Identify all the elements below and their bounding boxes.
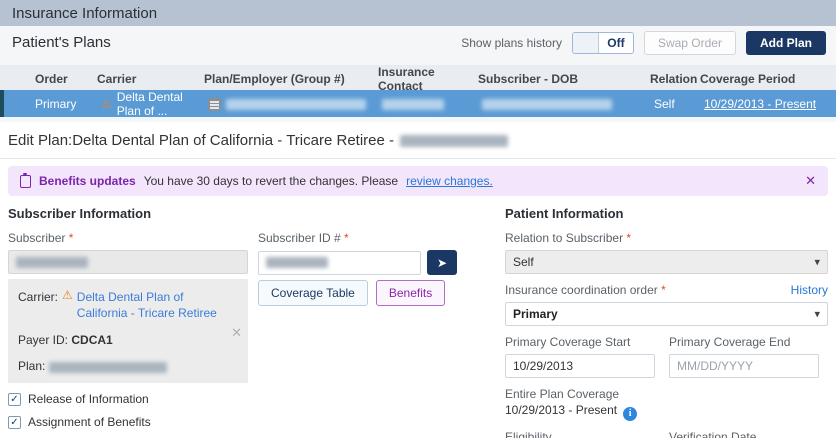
redacted-insurance-contact [382, 99, 444, 111]
col-plan-employer: Plan/Employer (Group #) [204, 72, 345, 86]
redacted-employer-name [400, 134, 509, 147]
banner-title: Benefits updates [39, 174, 136, 188]
chevron-down-icon: ▾ [814, 308, 820, 321]
entire-plan-coverage-value: 10/29/2013 - Present i [505, 403, 828, 421]
relation-to-subscriber-label: Relation to Subscriber * [505, 231, 632, 245]
edit-plan-title-text: Edit Plan:Delta Dental Plan of Californi… [8, 132, 395, 149]
history-link[interactable]: History [790, 283, 828, 297]
row-relation: Self [654, 97, 675, 111]
row-carrier: Delta Dental Plan of ... [116, 90, 183, 118]
carrier-warning-icon: ⚠ [62, 288, 73, 302]
col-coverage-period: Coverage Period [700, 72, 796, 86]
redacted-plan-employer [226, 98, 366, 110]
plan-row: Plan: [18, 359, 226, 373]
payer-id-value: CDCA1 [71, 333, 113, 348]
page-title: Insurance Information [12, 4, 158, 22]
clipboard-icon [20, 172, 31, 188]
verification-date-label: Verification Date [669, 429, 757, 438]
required-marker: * [68, 231, 74, 245]
relation-to-subscriber-select: Self ▾ [505, 250, 828, 274]
banner-close-icon[interactable]: ✕ [805, 173, 816, 188]
plans-table-header: Order Carrier Plan/Employer (Group #) In… [0, 65, 836, 93]
required-marker: * [626, 231, 632, 245]
chevron-down-icon: ▾ [814, 256, 820, 269]
warning-icon: ⚠ [101, 97, 112, 111]
assignment-of-benefits-row: ✓ Assignment of Benefits [8, 415, 470, 429]
plans-panel-title: Patient's Plans [12, 34, 111, 51]
carrier-box: Carrier: ⚠ Delta Dental Plan of Californ… [8, 279, 248, 384]
redacted-plan-name [48, 361, 167, 373]
table-row[interactable]: Primary ⚠ Delta Dental Plan of ... Self … [0, 90, 836, 118]
required-marker: * [661, 283, 666, 297]
review-changes-link[interactable]: review changes. [406, 174, 493, 188]
toggle-knob [572, 32, 599, 53]
payer-id-row: Payer ID: CDCA1 [18, 333, 226, 347]
row-order: Primary [35, 97, 77, 111]
assignment-checkbox[interactable]: ✓ [8, 415, 21, 429]
subscriber-information-section: Subscriber Information Subscriber * Carr… [8, 206, 470, 438]
benefits-updates-banner: Benefits updates You have 30 days to rev… [8, 166, 828, 196]
show-plans-history-label: Show plans history [461, 35, 562, 50]
verify-eligibility-button[interactable]: ➤ [427, 250, 457, 275]
release-of-information-row: ✓ Release of Information [8, 392, 470, 406]
patient-section-heading: Patient Information [505, 206, 624, 221]
redacted-subscriber-dob [482, 99, 612, 111]
subscriber-label: Subscriber * [8, 231, 74, 245]
patients-plans-panel: Patient's Plans Show plans history Off S… [0, 26, 836, 122]
coverage-end-input[interactable] [669, 354, 819, 378]
insurance-coordination-select[interactable]: Primary ▾ [505, 302, 828, 326]
subscriber-section-heading: Subscriber Information [8, 206, 152, 221]
swap-order-button[interactable]: Swap Order [643, 30, 736, 55]
required-marker: * [344, 231, 349, 245]
subscriber-id-label: Subscriber ID # * [258, 231, 349, 245]
insurance-coordination-label: Insurance coordination order * [505, 283, 666, 297]
col-carrier: Carrier [97, 72, 137, 86]
plan-label: Plan: [18, 359, 46, 374]
banner-message: You have 30 days to revert the changes. … [143, 174, 399, 188]
toggle-state-label: Off [607, 35, 625, 50]
coordination-value: Primary [513, 307, 558, 321]
page-title-bar: Insurance Information [0, 0, 836, 26]
redacted-subscriber-id [266, 257, 328, 268]
entire-plan-coverage-label: Entire Plan Coverage [505, 387, 620, 401]
release-checkbox[interactable]: ✓ [8, 392, 21, 406]
col-subscriber-dob: Subscriber - DOB [478, 72, 579, 86]
eligibility-label: Eligibility [505, 429, 552, 438]
assignment-label: Assignment of Benefits [28, 415, 151, 430]
redacted-subscriber-name [16, 256, 88, 268]
carrier-name-link[interactable]: Delta Dental Plan of California - Tricar… [76, 290, 217, 321]
release-label: Release of Information [28, 392, 149, 407]
subscriber-id-field[interactable] [258, 250, 421, 275]
benefits-button[interactable]: Benefits [375, 280, 446, 306]
col-order: Order [35, 72, 68, 86]
coverage-period-link[interactable]: 10/29/2013 - Present [704, 97, 817, 111]
subscriber-field [8, 250, 248, 274]
col-relation: Relation [650, 72, 698, 86]
add-plan-button[interactable]: Add Plan [745, 30, 826, 55]
coverage-start-label: Primary Coverage Start [505, 335, 631, 349]
send-arrow-icon: ➤ [436, 255, 448, 270]
edit-plan-title: Edit Plan:Delta Dental Plan of Californi… [0, 122, 836, 159]
carrier-label: Carrier: [18, 290, 59, 304]
col-insurance-contact: Insurance Contact [378, 65, 435, 93]
info-icon[interactable]: i [623, 406, 638, 421]
coverage-end-label: Primary Coverage End [669, 335, 791, 349]
patient-information-section: Patient Information Relation to Subscrib… [505, 206, 828, 438]
payer-id-label: Payer ID: [18, 333, 69, 348]
relation-value: Self [513, 255, 534, 269]
show-plans-history-toggle[interactable]: Off [571, 31, 634, 54]
coverage-table-button[interactable]: Coverage Table [258, 280, 368, 306]
remove-carrier-icon[interactable]: ✕ [231, 324, 242, 340]
notes-icon[interactable] [208, 97, 221, 111]
coverage-start-input[interactable] [505, 354, 655, 378]
